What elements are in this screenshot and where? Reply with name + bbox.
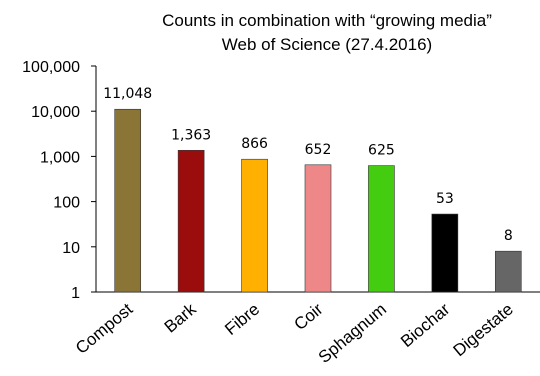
category-label: Coir	[290, 299, 326, 334]
y-tick-label: 100,000	[22, 59, 80, 76]
bar-biochar	[431, 213, 459, 293]
category-label: Biochar	[397, 299, 454, 351]
y-axis-ticks: 1 10 100 1,000 10,000 100,000	[22, 59, 96, 302]
y-tick-label: 10	[62, 240, 80, 257]
data-label: 866	[241, 136, 268, 152]
chart-title: Counts in combination with “growing medi…	[162, 11, 492, 30]
data-label: 1,363	[171, 127, 211, 143]
bar-coir	[304, 164, 332, 293]
y-tick-label: 10,000	[31, 104, 80, 121]
bar-bark	[177, 150, 205, 293]
bar-digestate	[494, 250, 522, 293]
category-label: Fibre	[221, 300, 263, 339]
bar-fibre	[241, 158, 268, 293]
data-label: 11,048	[103, 86, 152, 102]
data-label: 652	[305, 142, 332, 158]
data-label: 625	[368, 143, 395, 159]
data-label: 8	[504, 228, 513, 244]
y-tick-label: 100	[53, 195, 80, 212]
data-label: 53	[436, 191, 454, 207]
category-label: Digestate	[450, 300, 517, 361]
y-tick-label: 1,000	[40, 149, 80, 166]
bar-sphagnum	[368, 165, 395, 293]
category-label: Compost	[72, 299, 137, 357]
y-tick-label: 1	[71, 285, 80, 302]
chart-subtitle: Web of Science (27.4.2016)	[222, 35, 432, 54]
category-label: Sphagnum	[315, 300, 390, 367]
bar-compost	[114, 108, 142, 293]
data-labels: 11,048 1,363 866 652 625 53 8	[103, 86, 513, 244]
category-label: Bark	[161, 299, 200, 336]
bars	[114, 108, 522, 293]
